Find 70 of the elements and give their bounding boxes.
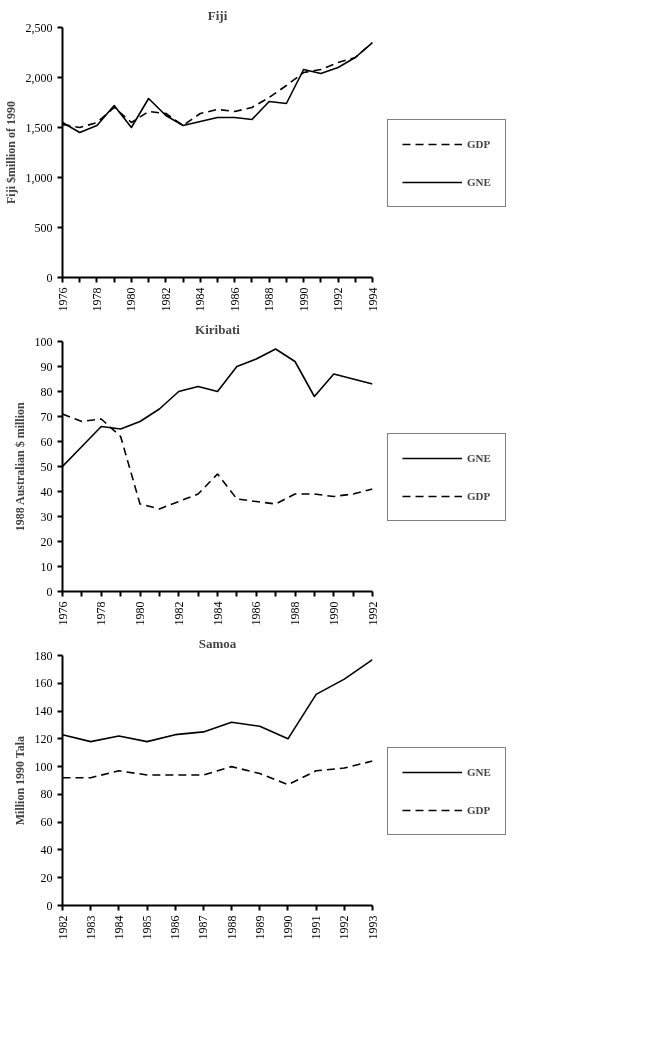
x-tick-label: 1989 [252, 915, 267, 940]
x-tick-label: 1984 [210, 601, 225, 626]
x-tick-label: 1982 [171, 601, 186, 626]
chart-title: Fiji [207, 7, 228, 23]
x-tick-label: 1985 [140, 915, 155, 940]
y-tick-label: 70 [40, 409, 53, 424]
x-tick-label: 1978 [94, 601, 109, 626]
x-tick-label: 1987 [196, 915, 211, 940]
text: GDP [467, 138, 491, 150]
y-tick-label: 120 [34, 731, 53, 746]
chart-title: Samoa [198, 635, 237, 651]
x-tick-label: 1983 [83, 915, 98, 940]
x-tick-label: 1994 [365, 287, 380, 312]
y-tick-label: 2,500 [25, 20, 53, 35]
y-tick-label: 90 [40, 359, 53, 374]
y-tick-label: 50 [40, 459, 53, 474]
x-tick-label: 1992 [331, 287, 346, 312]
y-tick-label: 1,500 [25, 120, 53, 135]
y-tick-label: 60 [40, 815, 53, 830]
x-tick-label: 1978 [89, 287, 104, 312]
y-tick-label: 2,000 [25, 70, 53, 85]
y-axis-title: Million 1990 Tala [12, 735, 27, 826]
x-tick-label: 1988 [288, 601, 302, 626]
y-tick-label: 100 [34, 334, 53, 349]
x-tick-label: 1990 [280, 915, 295, 940]
x-tick-label: 1988 [262, 287, 277, 312]
x-tick-label: 1982 [158, 287, 173, 312]
y-axis-title: Fiji $million of 1990 [3, 101, 18, 204]
y-tick-label: 500 [34, 220, 53, 235]
x-tick-label: 1991 [309, 915, 324, 940]
x-tick-label: 1988 [224, 915, 239, 940]
y-tick-label: 160 [34, 676, 53, 691]
x-tick-label: 1986 [227, 287, 242, 312]
y-tick-label: 30 [40, 509, 53, 524]
x-tick-label: 1986 [168, 915, 183, 940]
text: GDP [467, 804, 491, 816]
y-tick-label: 100 [34, 759, 53, 774]
y-tick-label: 0 [46, 270, 53, 285]
y-tick-label: 140 [34, 704, 53, 719]
text: GNE [467, 452, 491, 464]
x-tick-label: 1976 [55, 287, 70, 312]
y-axis-title: 1988 Australian $ million [12, 402, 27, 532]
y-tick-label: 80 [40, 384, 53, 399]
x-tick-label: 1993 [365, 915, 380, 940]
y-tick-label: 0 [46, 898, 53, 913]
x-tick-label: 1980 [124, 287, 139, 312]
y-tick-label: 20 [40, 870, 53, 885]
x-tick-label: 1982 [55, 915, 70, 940]
y-tick-label: 20 [40, 534, 53, 549]
x-tick-label: 1990 [296, 287, 311, 312]
x-tick-label: 1992 [337, 915, 352, 940]
y-tick-label: 80 [40, 787, 53, 802]
y-tick-label: 40 [40, 484, 53, 499]
x-tick-label: 1980 [133, 601, 147, 626]
text: GNE [467, 766, 491, 778]
y-tick-label: 0 [46, 584, 53, 599]
x-tick-label: 1992 [365, 601, 380, 626]
text: GDP [467, 490, 491, 502]
y-tick-label: 1,000 [25, 170, 53, 185]
x-tick-label: 1986 [249, 601, 264, 626]
y-tick-label: 180 [34, 648, 53, 663]
x-tick-label: 1976 [55, 601, 70, 626]
x-tick-label: 1984 [111, 915, 126, 940]
chart-title: Kiribati [195, 321, 241, 337]
x-tick-label: 1990 [326, 601, 341, 626]
x-tick-label: 1984 [193, 287, 208, 312]
text: GNE [467, 176, 491, 188]
y-tick-label: 60 [40, 434, 53, 449]
y-tick-label: 40 [40, 842, 53, 857]
y-tick-label: 10 [40, 559, 53, 574]
